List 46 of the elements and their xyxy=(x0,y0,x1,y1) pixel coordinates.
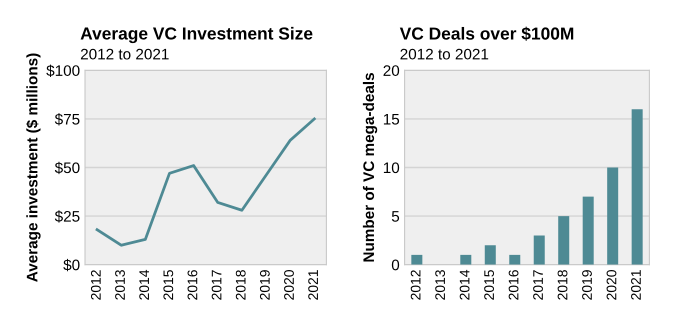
bar xyxy=(411,254,422,265)
x-tick-label: 2021 xyxy=(308,270,318,300)
chart-subtitle: 2012 to 2021 xyxy=(400,48,488,60)
y-tick-label: 0 xyxy=(392,260,400,270)
x-tick-label: 2015 xyxy=(163,270,174,300)
x-tick-label: 2017 xyxy=(212,270,222,300)
y-tick-label: $50 xyxy=(54,162,80,174)
x-tick-label: 2018 xyxy=(558,270,568,300)
x-tick-label: 2020 xyxy=(606,270,616,300)
y-tick-label: 20 xyxy=(384,65,400,76)
x-tick-label: 2017 xyxy=(533,270,543,300)
x-tick-label: 2014 xyxy=(139,270,150,300)
bar xyxy=(558,216,570,265)
y-tick-label: 15 xyxy=(384,114,400,125)
line-series xyxy=(96,118,316,247)
bar xyxy=(534,236,545,265)
x-tick-label: 2019 xyxy=(582,270,592,300)
x-tick-label: 2016 xyxy=(188,270,198,300)
x-tick-label: 2021 xyxy=(631,270,641,300)
y-tick-label: $25 xyxy=(54,210,80,223)
x-tick-label: 2018 xyxy=(236,270,246,300)
chart-subtitle: 2012 to 2021 xyxy=(80,48,169,60)
x-tick-label: 2020 xyxy=(284,270,294,300)
chart-title: Average VC Investment Size xyxy=(80,26,312,44)
bar xyxy=(582,196,594,265)
chart-title: VC Deals over $100M xyxy=(400,26,574,41)
x-tick-label: 2013 xyxy=(435,270,446,300)
y-tick-label: $100 xyxy=(46,64,80,77)
x-tick-label: 2019 xyxy=(260,270,270,300)
bar xyxy=(484,245,496,265)
bar xyxy=(460,254,472,265)
x-tick-label: 2012 xyxy=(410,270,421,300)
x-tick-label: 2013 xyxy=(115,270,125,300)
x-tick-label: 2014 xyxy=(460,270,470,300)
y-tick-label: $0 xyxy=(63,258,80,272)
y-tick-label: 5 xyxy=(392,211,400,222)
x-tick-label: 2012 xyxy=(90,270,101,300)
y-axis-title: Number of VC mega-deals xyxy=(362,73,378,262)
bar xyxy=(509,254,520,265)
y-tick-label: 10 xyxy=(384,162,400,174)
x-tick-label: 2015 xyxy=(484,270,494,300)
bar xyxy=(607,168,618,265)
y-tick-label: $75 xyxy=(54,113,80,126)
bar xyxy=(632,109,643,265)
y-axis-title: Average investment ($ millions) xyxy=(26,53,41,282)
x-tick-label: 2016 xyxy=(508,270,518,300)
